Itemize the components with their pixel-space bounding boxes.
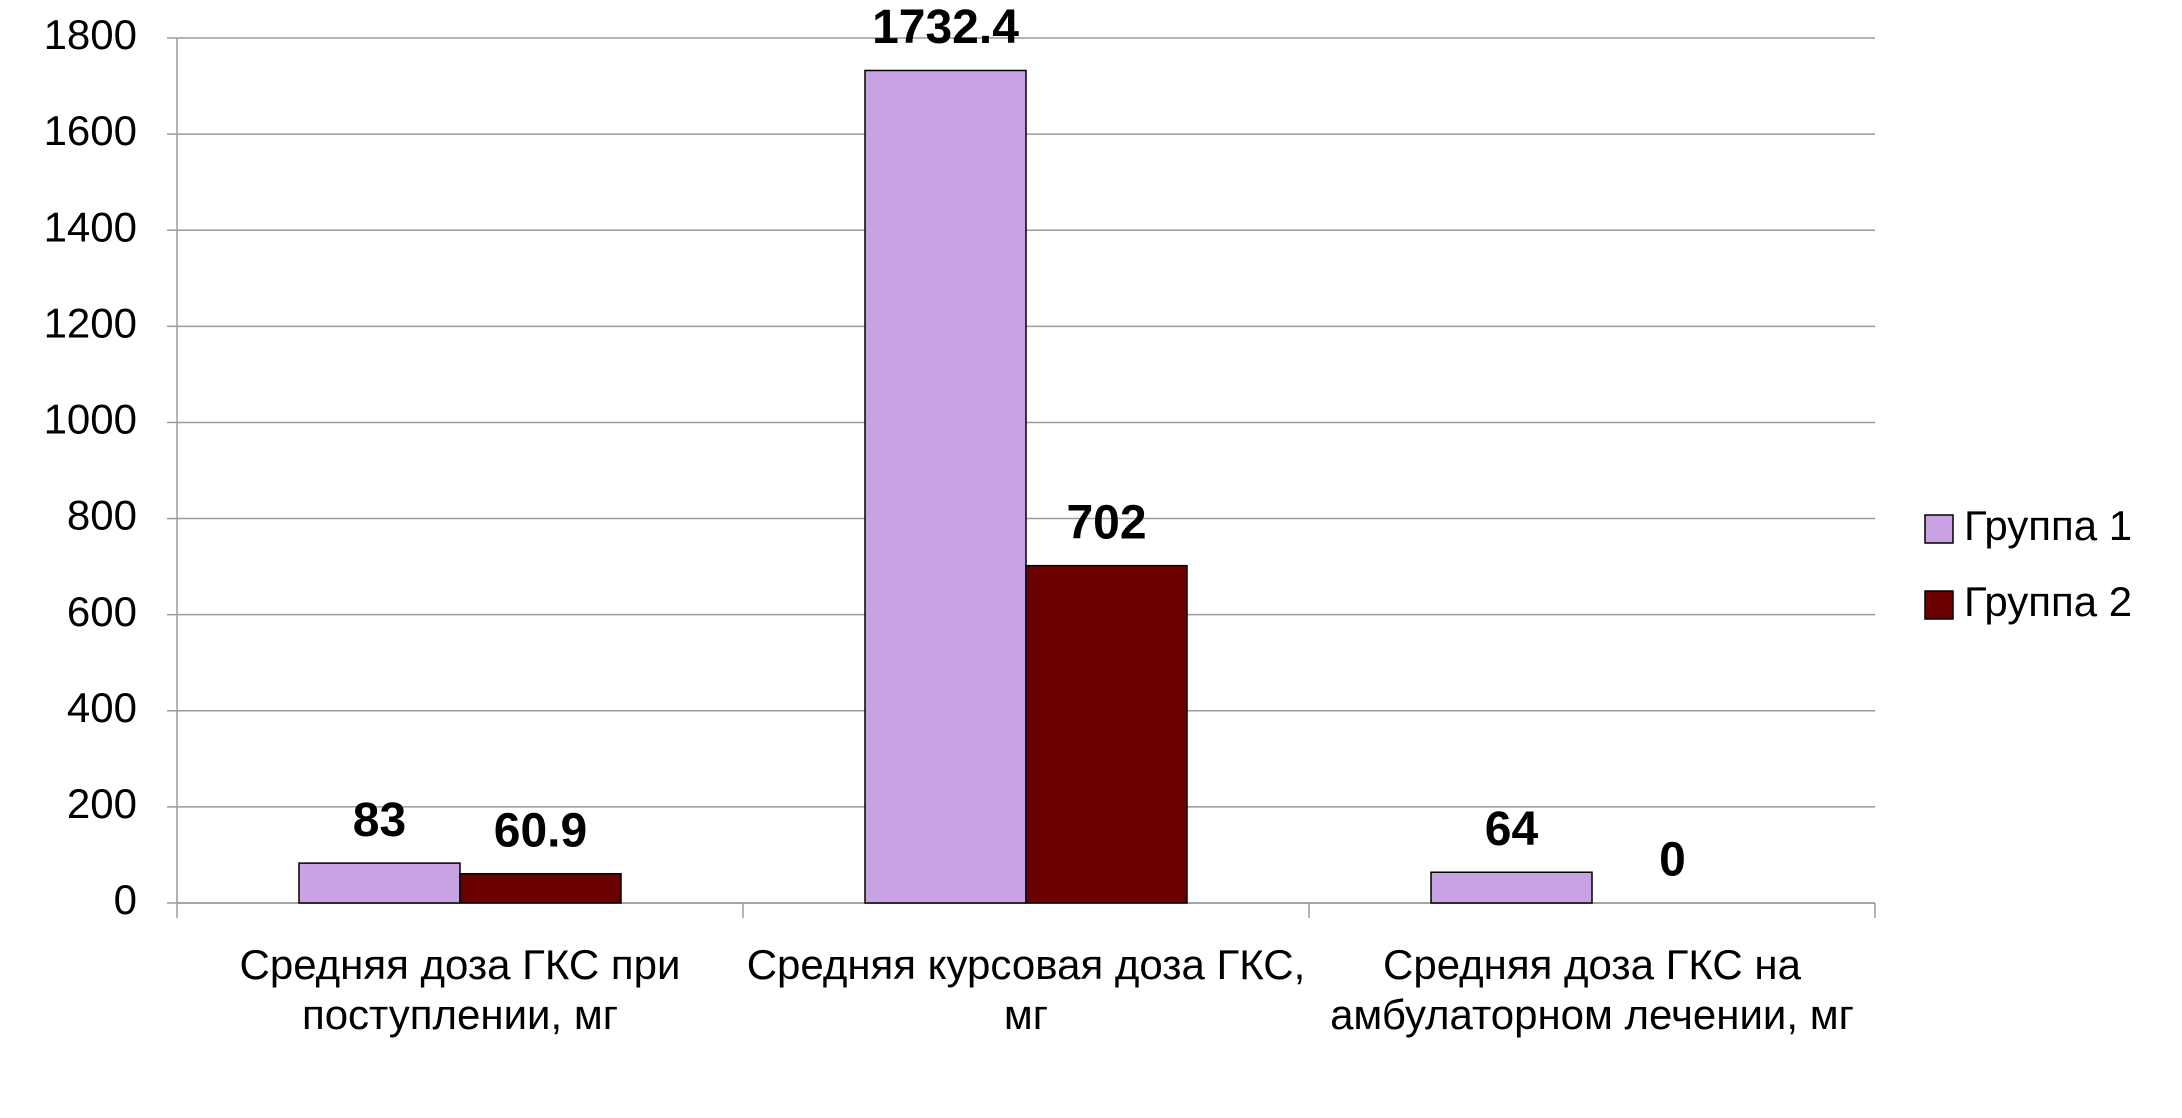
y-tick-label: 1400 bbox=[44, 203, 137, 250]
bar bbox=[864, 69, 1027, 904]
legend-label: Группа 1 bbox=[1964, 502, 2132, 549]
bar bbox=[459, 872, 622, 904]
legend-swatch bbox=[1924, 514, 1954, 544]
value-label: 60.9 bbox=[494, 804, 587, 857]
value-label: 702 bbox=[1066, 496, 1146, 549]
y-tick-label: 200 bbox=[67, 780, 137, 827]
y-tick-label: 0 bbox=[114, 876, 137, 923]
bar bbox=[1025, 564, 1188, 904]
x-tick-label: Средняя доза ГКС при поступлении, мг bbox=[239, 941, 681, 1038]
legend-swatch bbox=[1924, 590, 1954, 620]
y-tick-label: 1000 bbox=[44, 396, 137, 443]
bar bbox=[1430, 871, 1593, 904]
y-tick-label: 1600 bbox=[44, 107, 137, 154]
y-tick-label: 600 bbox=[67, 588, 137, 635]
y-tick-label: 1200 bbox=[44, 299, 137, 346]
value-label: 1732.4 bbox=[872, 1, 1019, 54]
x-tick-label: Средняя курсовая доза ГКС, мг bbox=[746, 941, 1306, 1038]
y-tick-label: 1800 bbox=[44, 11, 137, 58]
value-label: 0 bbox=[1659, 834, 1686, 887]
value-label: 64 bbox=[1485, 803, 1539, 856]
value-label: 83 bbox=[353, 794, 406, 847]
bar bbox=[298, 862, 461, 904]
x-tick-label: Средняя доза ГКС на амбулаторном лечении… bbox=[1330, 941, 1854, 1038]
y-tick-label: 400 bbox=[67, 684, 137, 731]
legend-label: Группа 2 bbox=[1964, 578, 2132, 625]
y-tick-label: 800 bbox=[67, 492, 137, 539]
